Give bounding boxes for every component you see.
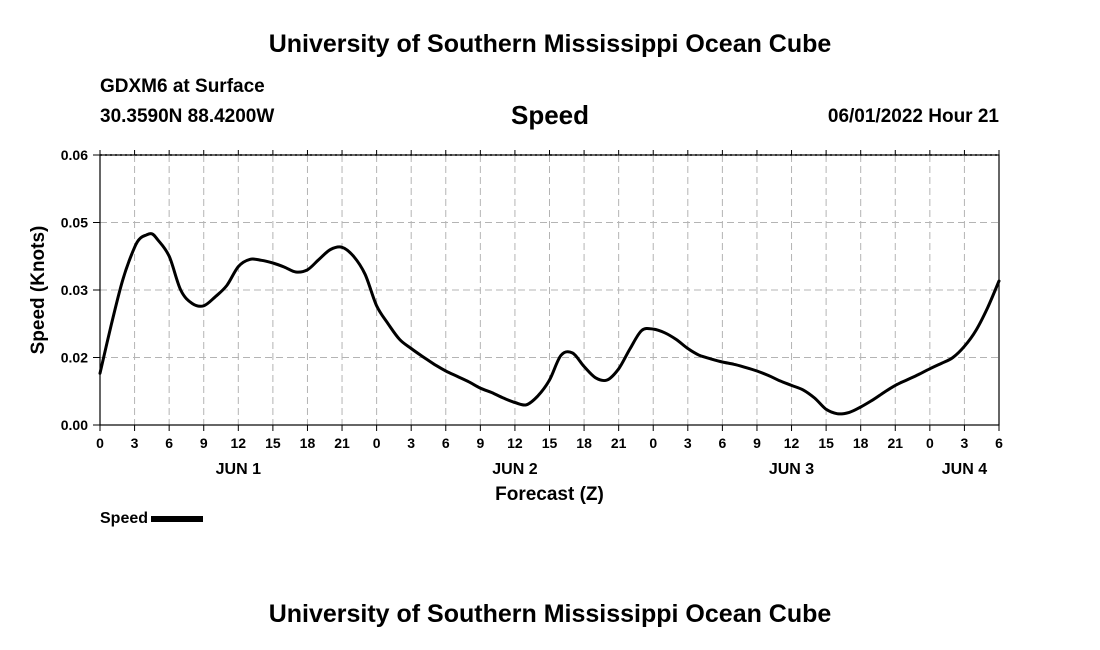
y-axis-ticks: 0.00 0.02 0.03 0.05 0.06: [61, 147, 100, 433]
x-tick-label: 0: [373, 435, 381, 451]
y-tick-label: 0.05: [61, 215, 88, 231]
x-tick-label: 9: [476, 435, 484, 451]
x-tick-label: 9: [200, 435, 208, 451]
y-axis-label: Speed (Knots): [28, 226, 49, 355]
station-label: GDXM6 at Surface: [100, 76, 265, 97]
day-label: JUN 2: [492, 461, 537, 478]
x-tick-label: 18: [300, 435, 316, 451]
legend-swatch: [151, 515, 204, 522]
x-tick-label: 21: [887, 435, 903, 451]
day-label: JUN 4: [942, 461, 987, 478]
x-tick-label: 6: [718, 435, 726, 451]
y-tick-label: 0.03: [61, 282, 88, 298]
x-tick-label: 15: [542, 435, 558, 451]
plot-frame: [99, 154, 1000, 426]
chart-subtitle: Speed: [510, 100, 590, 130]
coordinates-label: 30.3590N 88.4200W: [100, 106, 275, 127]
chart-title: University of Southern Mississippi Ocean…: [268, 30, 832, 58]
x-tick-label: 21: [611, 435, 627, 451]
day-labels: JUN 1 JUN 2 JUN 3 JUN 4: [216, 461, 988, 478]
x-tick-label: 0: [926, 435, 934, 451]
x-tick-label: 15: [265, 435, 281, 451]
legend: Speed: [100, 510, 204, 528]
forecast-datetime: 06/01/2022 Hour 21: [827, 106, 999, 127]
x-tick-label: 18: [576, 435, 592, 451]
x-tick-label: 3: [684, 435, 692, 451]
grid-lines: [100, 154, 999, 425]
x-tick-label: 6: [442, 435, 450, 451]
x-axis-ticks: 0 3 6 9 12 15 18 21 0 3 6 9 12 15 18 21 0 3 6 9 12 15 18 21 0 3 6: [96, 150, 1003, 451]
speed-chart: 0.00 0.02 0.03 0.05 0.06 0 3 6 9 12 15 18 21 0 3 6 9 12 1…: [28, 147, 1003, 505]
speed-series-line: [98, 232, 1001, 416]
y-tick-label: 0.00: [61, 417, 88, 433]
x-tick-label: 6: [995, 435, 1003, 451]
x-tick-label: 12: [507, 435, 523, 451]
x-tick-label: 12: [231, 435, 247, 451]
day-label: JUN 1: [216, 461, 261, 478]
x-axis-label: Forecast (Z): [495, 484, 604, 505]
y-tick-label: 0.02: [61, 350, 88, 366]
x-tick-label: 3: [961, 435, 969, 451]
x-tick-label: 12: [784, 435, 800, 451]
x-tick-label: 0: [96, 435, 104, 451]
legend-label: Speed: [100, 510, 149, 527]
day-label: JUN 3: [769, 461, 814, 478]
y-tick-label: 0.06: [61, 147, 88, 163]
x-tick-label: 6: [165, 435, 173, 451]
x-tick-label: 9: [753, 435, 761, 451]
x-tick-label: 18: [853, 435, 869, 451]
x-tick-label: 15: [818, 435, 834, 451]
x-tick-label: 3: [131, 435, 139, 451]
footer-title: University of Southern Mississippi Ocean…: [268, 600, 832, 628]
x-tick-label: 3: [407, 435, 415, 451]
x-tick-label: 0: [649, 435, 657, 451]
x-tick-label: 21: [334, 435, 350, 451]
